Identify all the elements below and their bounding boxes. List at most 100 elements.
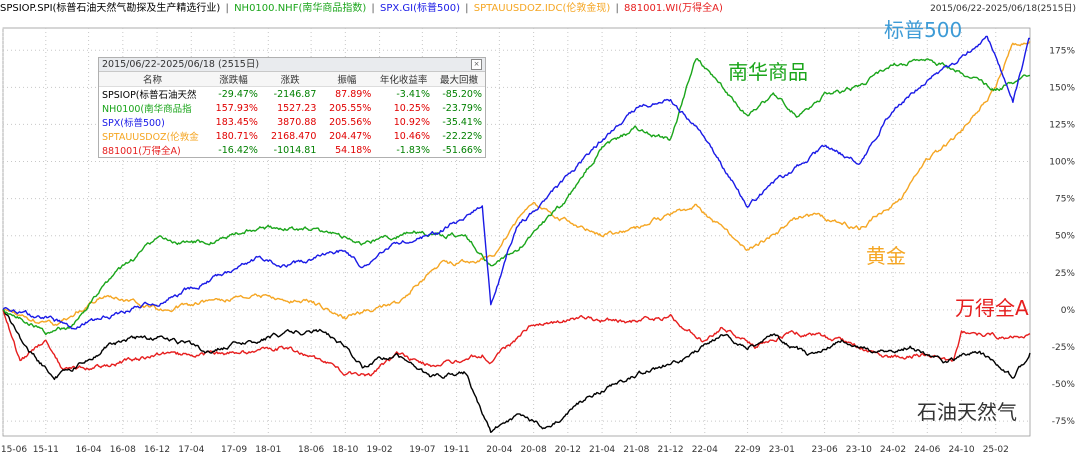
y-tick-label: -25% bbox=[1052, 343, 1076, 353]
series-line bbox=[2, 40, 1031, 326]
series-line bbox=[2, 309, 1031, 377]
stats-value: -29.47% bbox=[218, 88, 258, 100]
stats-value: 180.71% bbox=[215, 130, 258, 142]
y-axis-ticks: -75% -50% -25% 0% 25% 50% 75% 100% 125% 150% 175% bbox=[1049, 46, 1075, 427]
series-line bbox=[2, 35, 1030, 330]
x-tick-label: 16-04 bbox=[76, 445, 102, 455]
stats-column-header: 名称 bbox=[99, 72, 206, 87]
stats-value: 204.47% bbox=[329, 130, 372, 142]
x-tick-label: 22-09 bbox=[734, 445, 760, 455]
legend-item[interactable]: SPSIOP.SPI(标普石油天然气勘探及生产精选行业) bbox=[0, 3, 221, 14]
date-range-label: 2015/06/22-2025/06/18(2515日) bbox=[930, 4, 1076, 14]
stats-column-header: 最大回撤 bbox=[432, 72, 485, 87]
x-tick-label: 19-07 bbox=[409, 445, 435, 455]
x-tick-label: 24-02 bbox=[880, 445, 906, 455]
stats-value: -1.83% bbox=[396, 144, 430, 156]
y-tick-label: 150% bbox=[1049, 83, 1075, 93]
x-tick-label: 22-04 bbox=[692, 445, 718, 455]
stats-series-name: SPSIOP(标普石油天然 bbox=[102, 90, 197, 101]
stats-value: 183.45% bbox=[215, 116, 258, 128]
x-tick-label: 24-06 bbox=[914, 445, 940, 455]
annotation-oil-gas: 石油天然气 bbox=[917, 400, 1017, 424]
stats-row[interactable]: SPTAUUSDOZ(伦敦金 180.71% 2168.470 204.47% 10.4… bbox=[99, 129, 485, 144]
x-tick-label: 20-12 bbox=[555, 445, 581, 455]
x-tick-label: 21-08 bbox=[623, 445, 649, 455]
legend-separator: | bbox=[461, 3, 472, 14]
y-tick-label: 125% bbox=[1049, 120, 1075, 130]
close-icon[interactable]: × bbox=[471, 59, 482, 70]
stats-column-header: 涨跌 bbox=[260, 72, 320, 87]
stats-title-text: 2015/06/22-2025/06/18 (2515日) bbox=[102, 59, 260, 70]
x-tick-label: 21-04 bbox=[589, 445, 615, 455]
stats-value: -35.41% bbox=[442, 116, 482, 128]
y-tick-label: 25% bbox=[1055, 269, 1075, 279]
x-tick-label: 18-01 bbox=[255, 445, 281, 455]
x-tick-label: 15-11 bbox=[33, 445, 59, 455]
legend-item[interactable]: NH0100.NHF(南华商品指数) bbox=[234, 3, 367, 14]
x-tick-label: 21-12 bbox=[657, 445, 683, 455]
stats-series-name: SPX(标普500) bbox=[102, 118, 165, 129]
y-tick-label: -75% bbox=[1052, 417, 1076, 427]
stats-value: 2168.470 bbox=[271, 130, 317, 142]
stats-value: -22.22% bbox=[442, 130, 482, 142]
y-tick-label: 50% bbox=[1055, 232, 1075, 242]
stats-table-body: SPSIOP(标普石油天然 -29.47% -2146.87 87.89% -3.41%… bbox=[99, 87, 485, 158]
stats-row[interactable]: SPSIOP(标普石油天然 -29.47% -2146.87 87.89% -3.41%… bbox=[99, 87, 485, 102]
stats-row[interactable]: NH0100(南华商品指 157.93% 1527.23 205.55% 10.25% -… bbox=[99, 101, 485, 116]
annotation-wind-a: 万得全A bbox=[955, 296, 1029, 320]
x-tick-label: 18-10 bbox=[332, 445, 358, 455]
x-tick-label: 15-06 bbox=[1, 445, 27, 455]
stats-value: -51.66% bbox=[442, 144, 482, 156]
stats-value: 87.89% bbox=[335, 88, 372, 100]
stats-column-header: 振幅 bbox=[319, 72, 375, 87]
legend-separator: | bbox=[368, 3, 378, 14]
legend-item[interactable]: SPTAUUSDOZ.IDC(伦敦金现) bbox=[473, 3, 611, 14]
series-line bbox=[2, 308, 1031, 433]
x-tick-label: 17-04 bbox=[178, 445, 204, 455]
legend-separator: | bbox=[222, 3, 233, 14]
stats-value: 1527.23 bbox=[277, 102, 317, 114]
stats-header-row: 名称 涨跌幅 涨跌 振幅 年化收益率 最大回撤 bbox=[99, 72, 485, 87]
x-tick-label: 24-10 bbox=[948, 445, 974, 455]
stats-value: 10.92% bbox=[393, 116, 430, 128]
stats-value: -23.79% bbox=[442, 102, 482, 114]
x-tick-label: 20-04 bbox=[486, 445, 512, 455]
x-axis-ticks: 15-06 15-11 16-04 16-08 16-12 17-04 17-09 18-01… bbox=[1, 445, 1009, 455]
x-tick-label: 17-09 bbox=[221, 445, 247, 455]
x-tick-label: 18-06 bbox=[298, 445, 324, 455]
stats-value: -85.20% bbox=[442, 88, 482, 100]
x-tick-label: 19-02 bbox=[366, 445, 392, 455]
stats-row[interactable]: 881001(万得全A) -16.42% -1014.81 54.18% -1.83% -… bbox=[99, 143, 485, 158]
stats-value: -2146.87 bbox=[273, 88, 317, 100]
x-tick-label: 16-12 bbox=[144, 445, 170, 455]
stats-value: 10.46% bbox=[393, 130, 430, 142]
x-tick-label: 23-10 bbox=[846, 445, 872, 455]
x-tick-label: 20-08 bbox=[521, 445, 547, 455]
y-tick-label: 75% bbox=[1055, 195, 1075, 205]
x-tick-label: 23-01 bbox=[769, 445, 795, 455]
stats-column-header: 年化收益率 bbox=[374, 72, 433, 87]
stats-value: 205.55% bbox=[329, 102, 372, 114]
legend-separator: | bbox=[612, 3, 623, 14]
stats-value: 3870.88 bbox=[277, 116, 317, 128]
stats-column-header: 涨跌幅 bbox=[206, 72, 261, 87]
stats-series-name: NH0100(南华商品指 bbox=[102, 104, 192, 115]
stats-value: -1014.81 bbox=[273, 144, 317, 156]
legend-bar: SPSIOP.SPI(标普石油天然气勘探及生产精选行业) | NH0100.NH… bbox=[0, 0, 1080, 18]
series-lines bbox=[2, 35, 1031, 433]
y-tick-label: 100% bbox=[1049, 158, 1075, 168]
stats-value: -16.42% bbox=[218, 144, 258, 156]
stats-row[interactable]: SPX(标普500) 183.45% 3870.88 205.56% 10.92% -35… bbox=[99, 115, 485, 130]
stats-value: 10.25% bbox=[393, 102, 430, 114]
stats-value: 157.93% bbox=[215, 102, 258, 114]
x-tick-label: 25-02 bbox=[983, 445, 1009, 455]
x-tick-label: 16-08 bbox=[110, 445, 136, 455]
stats-value: 54.18% bbox=[335, 144, 372, 156]
legend-item[interactable]: SPX.GI(标普500) bbox=[379, 3, 460, 14]
y-tick-label: -50% bbox=[1052, 380, 1076, 390]
x-tick-label: 23-06 bbox=[812, 445, 838, 455]
stats-series-name: 881001(万得全A) bbox=[102, 146, 181, 157]
annotation-nanhua: 南华商品 bbox=[728, 60, 808, 84]
legend-item[interactable]: 881001.WI(万得全A) bbox=[624, 3, 723, 14]
stats-series-name: SPTAUUSDOZ(伦敦金 bbox=[102, 132, 199, 143]
